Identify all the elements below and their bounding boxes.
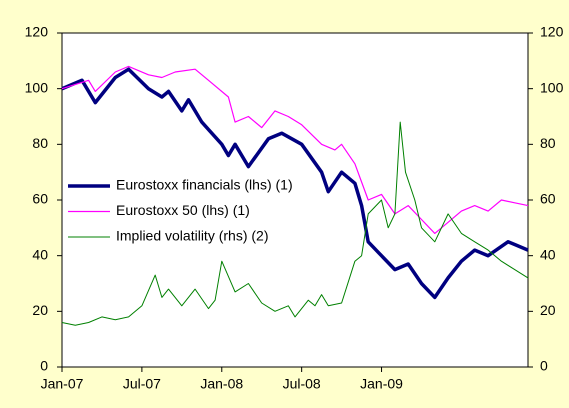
y2-tick-label: 40 bbox=[540, 246, 556, 262]
y-tick-label: 100 bbox=[25, 79, 49, 95]
plot-area bbox=[61, 32, 529, 368]
x-tick-label: Jul-08 bbox=[283, 376, 321, 392]
y2-tick-label: 120 bbox=[540, 24, 564, 40]
series-line bbox=[61, 121, 529, 326]
y-tick-label: 0 bbox=[40, 358, 48, 374]
legend-label: Eurostoxx 50 (lhs) (1) bbox=[116, 202, 250, 218]
legend-label: Eurostoxx financials (lhs) (1) bbox=[116, 177, 293, 193]
y-tick-label: 120 bbox=[25, 24, 49, 40]
y2-tick-label: 0 bbox=[540, 358, 548, 374]
series-line bbox=[61, 65, 529, 234]
y2-tick-label: 20 bbox=[540, 302, 556, 318]
x-tick-label: Jan-09 bbox=[360, 376, 403, 392]
x-tick-label: Jul-07 bbox=[123, 376, 161, 392]
x-tick-label: Jan-08 bbox=[200, 376, 243, 392]
y-tick-label: 80 bbox=[32, 135, 48, 151]
y-tick-label: 20 bbox=[32, 302, 48, 318]
series-line bbox=[61, 67, 529, 300]
y-tick-label: 40 bbox=[32, 246, 48, 262]
y2-tick-label: 80 bbox=[540, 135, 556, 151]
legend-label: Implied volatility (rhs) (2) bbox=[116, 228, 268, 244]
y2-tick-label: 60 bbox=[540, 191, 556, 207]
y2-tick-label: 100 bbox=[540, 79, 564, 95]
y-tick-label: 60 bbox=[32, 191, 48, 207]
x-tick-label: Jan-07 bbox=[41, 376, 84, 392]
